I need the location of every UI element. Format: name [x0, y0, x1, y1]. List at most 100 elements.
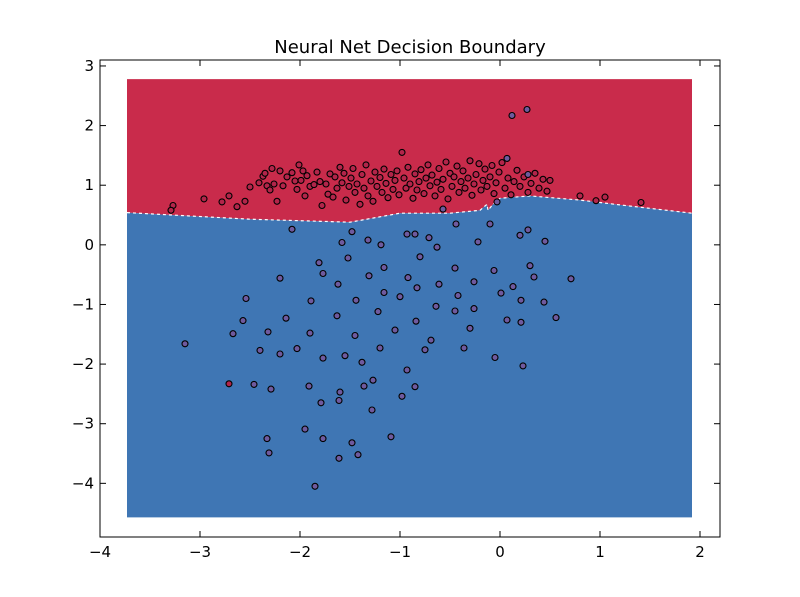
data-point	[406, 180, 414, 188]
data-point	[466, 324, 474, 332]
x-tick-label: −4	[89, 543, 111, 561]
data-point	[470, 278, 478, 286]
data-point	[503, 316, 511, 324]
data-point	[492, 179, 500, 187]
data-point	[369, 197, 377, 205]
data-point	[490, 190, 498, 198]
data-point	[398, 148, 406, 156]
data-point	[510, 178, 518, 186]
data-point	[493, 198, 501, 206]
data-point	[472, 170, 480, 179]
data-point	[369, 376, 377, 384]
data-point	[427, 336, 435, 344]
data-point	[432, 302, 440, 310]
data-point	[435, 280, 443, 288]
data-point	[282, 314, 290, 322]
y-tick-label: −1	[72, 295, 94, 313]
data-point	[382, 179, 390, 187]
data-point	[301, 192, 309, 200]
data-point	[338, 238, 346, 247]
data-point	[457, 178, 465, 186]
data-point	[474, 238, 482, 246]
data-point	[497, 289, 505, 297]
data-point	[491, 353, 499, 362]
data-point	[319, 435, 327, 443]
y-tick-label: 2	[84, 117, 94, 135]
data-point	[358, 358, 366, 366]
data-point	[451, 307, 459, 315]
x-tick-label: 2	[695, 543, 705, 561]
data-point	[601, 193, 609, 201]
upper-decision-region	[127, 79, 692, 223]
data-point	[351, 331, 359, 340]
data-point	[483, 182, 491, 190]
data-point	[403, 366, 411, 374]
data-point	[413, 186, 421, 194]
data-point	[507, 191, 515, 199]
data-point	[297, 176, 305, 184]
data-point	[486, 220, 494, 228]
data-point	[519, 362, 527, 370]
data-point	[530, 273, 538, 281]
data-point	[541, 237, 549, 245]
data-point	[543, 187, 551, 195]
data-point	[488, 161, 496, 170]
data-point	[256, 346, 264, 354]
data-point	[303, 172, 311, 180]
data-point	[391, 326, 399, 334]
data-point	[315, 259, 323, 267]
data-point	[453, 162, 461, 170]
data-point	[352, 296, 360, 304]
data-point	[435, 164, 443, 173]
y-tick-label: −4	[72, 474, 94, 492]
data-point	[371, 168, 379, 176]
data-point	[270, 180, 278, 188]
data-point	[347, 174, 355, 182]
data-point	[424, 161, 432, 169]
data-point	[495, 168, 503, 176]
data-point	[293, 185, 301, 193]
data-point	[422, 174, 430, 182]
data-point	[524, 226, 532, 234]
data-point	[426, 182, 434, 190]
data-point	[364, 236, 372, 244]
data-point	[266, 186, 274, 194]
data-point	[368, 406, 376, 414]
data-point	[358, 170, 366, 179]
data-point	[342, 196, 350, 204]
data-point	[481, 165, 489, 173]
data-point	[501, 184, 509, 192]
data-point	[425, 234, 433, 242]
data-point	[313, 168, 321, 176]
data-point	[233, 203, 241, 211]
data-point	[475, 160, 483, 168]
data-point	[576, 192, 584, 200]
x-tick-label: −3	[189, 543, 211, 561]
data-point	[310, 181, 318, 189]
data-point	[396, 293, 404, 301]
data-point	[540, 298, 548, 306]
data-point	[461, 184, 469, 192]
data-point	[322, 180, 330, 188]
data-point	[637, 198, 645, 207]
data-point	[516, 182, 524, 190]
data-point	[241, 197, 249, 205]
data-point	[439, 175, 447, 183]
data-point	[268, 164, 276, 173]
data-point	[305, 382, 313, 390]
data-point	[387, 170, 395, 179]
data-point	[291, 177, 299, 185]
data-point	[395, 191, 403, 199]
data-point	[459, 167, 467, 175]
data-point	[477, 186, 485, 194]
data-point	[415, 178, 423, 186]
data-point	[479, 176, 487, 184]
data-point	[348, 439, 356, 447]
data-point	[524, 188, 532, 196]
data-point	[404, 163, 412, 171]
data-point	[523, 105, 531, 114]
x-tick-label: −2	[289, 543, 311, 561]
data-point	[276, 350, 284, 358]
data-point	[288, 225, 296, 233]
